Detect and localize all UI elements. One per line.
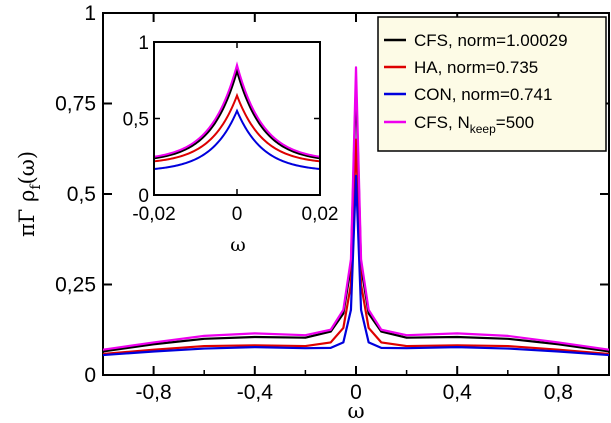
main-series-line-cfs-nkeep [102, 66, 610, 351]
main-y-tick-label: 0,5 [67, 183, 96, 206]
inset-x-tick-label: -0,02 [132, 204, 175, 225]
main-y-tick-label: 1 [84, 2, 96, 25]
legend-label-cfs-nkeep: CFS, Nkeep=500 [414, 113, 534, 136]
inset-series-line-cfs-nkeep [153, 61, 321, 158]
inset-y-tick-label: 0 [138, 186, 149, 207]
main-y-tick-label: 0,25 [55, 274, 96, 297]
inset-curves [153, 61, 321, 170]
main-x-axis-label: ω [347, 399, 364, 423]
legend-label-con: CON, norm=0.741 [414, 85, 552, 104]
main-x-tick-label: 0,4 [443, 381, 473, 404]
legend-nkeep-post: =500 [496, 113, 534, 132]
inset-y-tick-label: 0,5 [123, 110, 149, 131]
legend-label-cfs: CFS, norm=1.00029 [414, 31, 568, 50]
main-x-tick-label: -0,4 [237, 381, 274, 404]
legend-box [377, 16, 607, 152]
inset-x-tick-label: 0,02 [302, 204, 339, 225]
main-ticks: -0,8 -0,4 0 0,4 0,8 0 0,25 0,5 0,75 1 [55, 2, 610, 404]
inset-x-axis-label: ω [230, 234, 246, 256]
inset-series-line-cfs [153, 67, 321, 160]
main-y-tick-label: 0 [84, 364, 96, 387]
inset-series-line-con [153, 108, 321, 170]
inset-y-tick-label: 1 [138, 33, 149, 54]
main-y-tick-label: 0,75 [55, 93, 96, 116]
legend-label-ha: HA, norm=0.735 [414, 58, 538, 77]
y-label-post: (ω) [15, 151, 39, 185]
main-x-tick-label: 0 [350, 381, 362, 404]
inset-series-line-ha [153, 92, 321, 163]
main-x-tick-label: -0,8 [136, 381, 172, 404]
main-series-line-ha [102, 138, 610, 356]
main-x-tick-label: 0,8 [544, 381, 573, 404]
y-label-sub: f [28, 183, 44, 190]
main-y-axis-label: πΓ ρf(ω) [15, 151, 44, 237]
legend: CFS, norm=1.00029 HA, norm=0.735 CON, no… [377, 16, 607, 152]
main-curves [102, 66, 610, 357]
legend-nkeep-pre: CFS, N [414, 113, 470, 132]
inset-x-tick-label: 0 [232, 204, 243, 225]
legend-nkeep-sub: keep [470, 122, 496, 136]
main-series-line-con [102, 174, 610, 357]
y-label-pre: πΓ ρ [15, 190, 39, 237]
